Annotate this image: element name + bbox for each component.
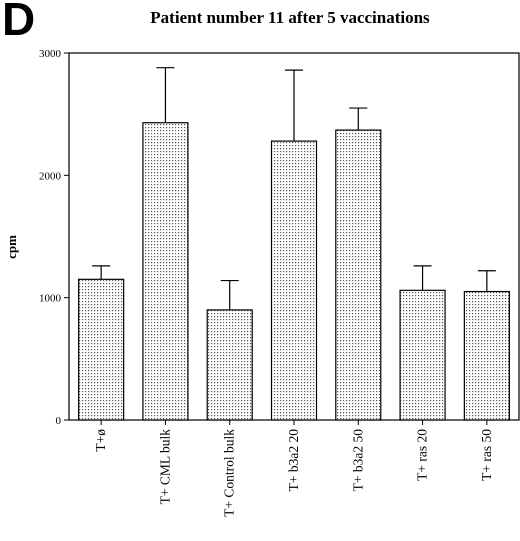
chart-title: Patient number 11 after 5 vaccinations bbox=[150, 8, 430, 27]
bar bbox=[270, 140, 318, 421]
bar bbox=[78, 278, 125, 421]
bar bbox=[206, 309, 253, 421]
bar bbox=[399, 289, 446, 421]
panel-label: D bbox=[2, 0, 36, 45]
y-tick-label: 1000 bbox=[39, 293, 62, 305]
bar bbox=[463, 290, 510, 421]
x-tick-label: T+ ras 20 bbox=[415, 429, 430, 481]
bar bbox=[142, 122, 189, 421]
x-tick-label: T+ b3a2 20 bbox=[286, 429, 301, 492]
x-tick-label: T+ b3a2 50 bbox=[350, 429, 365, 492]
x-tick-label: T+ø bbox=[93, 429, 108, 452]
x-tick-label: T+ CML bulk bbox=[157, 429, 172, 505]
x-tick-label: T+ Control bulk bbox=[222, 429, 237, 517]
x-tick-label: T+ ras 50 bbox=[479, 429, 494, 481]
y-axis-label: cpm bbox=[4, 235, 19, 259]
y-tick-label: 0 bbox=[56, 415, 62, 427]
y-tick-label: 2000 bbox=[39, 170, 62, 182]
y-tick-label: 3000 bbox=[39, 48, 62, 60]
bar bbox=[335, 129, 382, 421]
